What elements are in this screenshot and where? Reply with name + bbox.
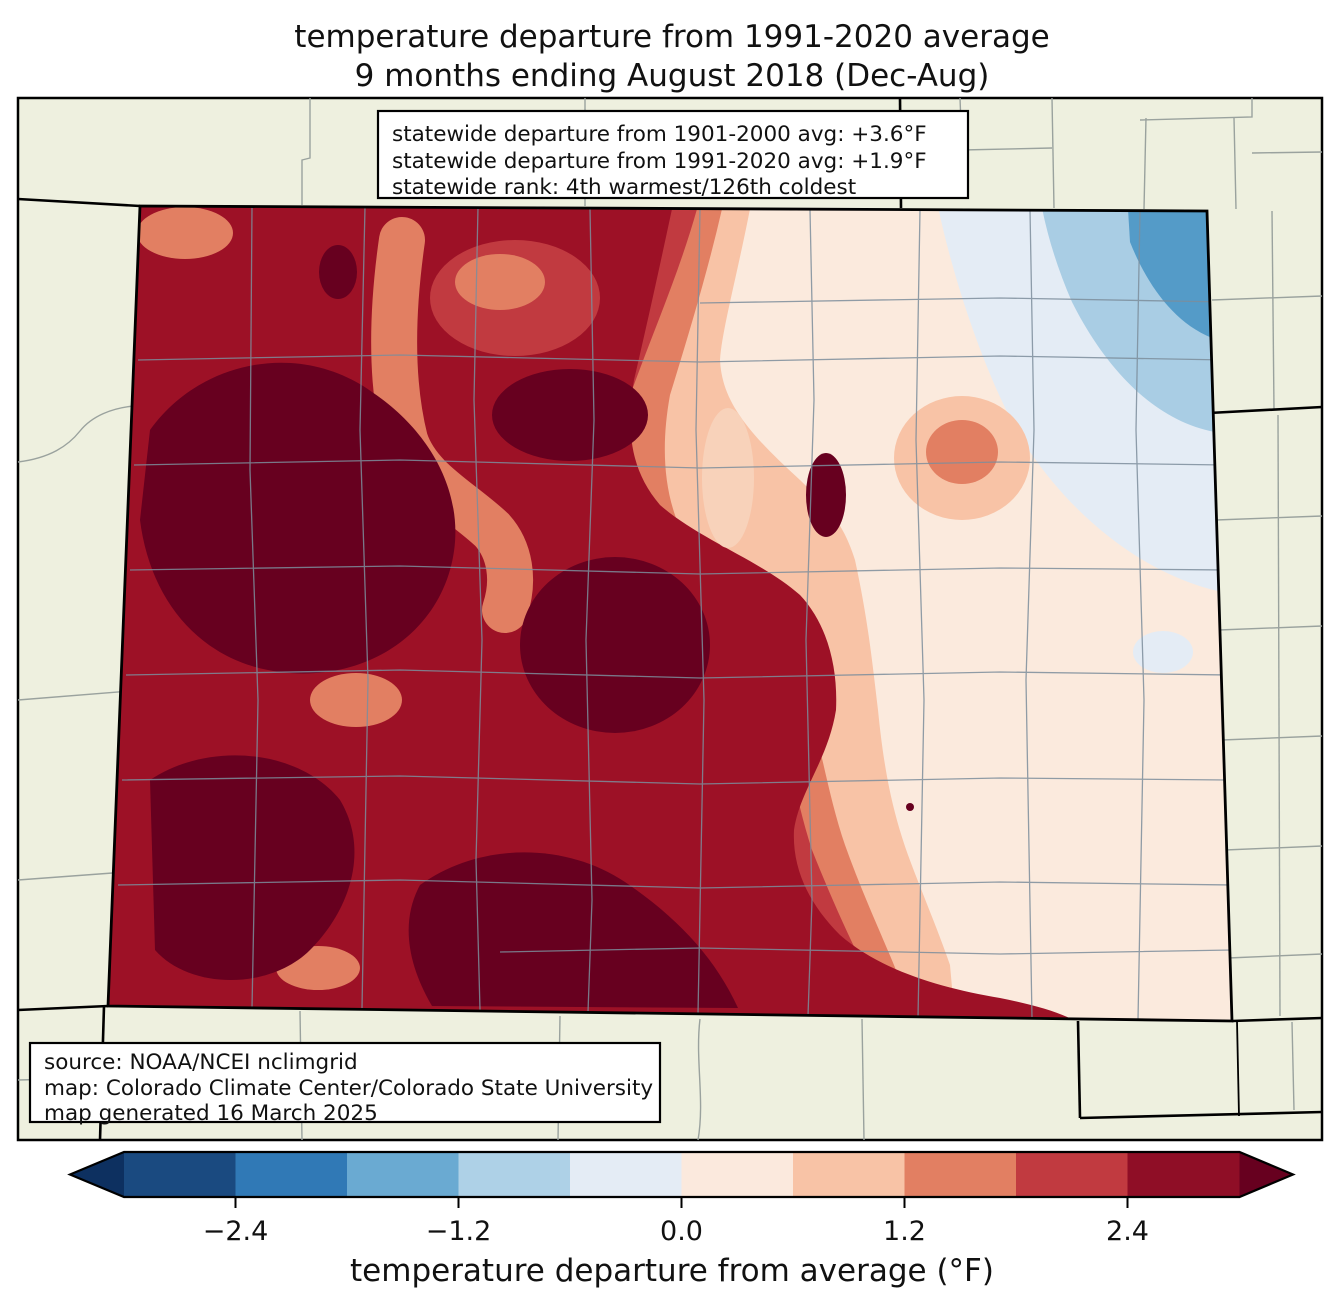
tick-label-0p0: 0.0 bbox=[660, 1216, 703, 1247]
source-line1: source: NOAA/NCEI nclimgrid bbox=[44, 1050, 358, 1075]
source-line2: map: Colorado Climate Center/Colorado St… bbox=[44, 1076, 653, 1101]
colorbar-extend-high-arrow bbox=[1239, 1152, 1293, 1197]
tick-label-1p2: 1.2 bbox=[883, 1216, 926, 1247]
colorado-county-lines bbox=[117, 206, 1232, 1021]
region-pale-blue-oval bbox=[1133, 631, 1193, 673]
region-pale-patch-front-range bbox=[702, 408, 754, 548]
colorbar-segments bbox=[124, 1152, 1240, 1197]
region-salmon-spot-west-central bbox=[310, 673, 402, 727]
figure-title-line2: 9 months ending August 2018 (Dec-Aug) bbox=[355, 58, 990, 94]
stats-line2: statewide departure from 1991-2020 avg: … bbox=[392, 149, 927, 174]
region-medium-blue-corner bbox=[1128, 209, 1212, 338]
tick-label-2p4: 2.4 bbox=[1106, 1216, 1149, 1247]
colorbar-outline bbox=[67, 1150, 1296, 1199]
tick-label-neg2p4: −2.4 bbox=[203, 1216, 269, 1247]
region-dark-red-dash bbox=[812, 697, 832, 703]
colorbar-extend-low-arrow bbox=[70, 1152, 124, 1197]
tick-label-neg1p2: −1.2 bbox=[426, 1216, 492, 1247]
colorado-anomaly-fills bbox=[108, 206, 1232, 1021]
colorbar: −2.4 −1.2 0.0 1.2 2.4 temperature depart… bbox=[67, 1150, 1296, 1289]
colorbar-axis-label: temperature departure from average (°F) bbox=[350, 1253, 994, 1289]
region-salmon-patch-north-center bbox=[455, 254, 545, 310]
region-salmon-patch-northwest-corner bbox=[137, 207, 233, 259]
figure-title-line1: temperature departure from 1991-2020 ave… bbox=[294, 19, 1049, 55]
neighbor-county-lines bbox=[17, 97, 1323, 1141]
region-maroon-blobs bbox=[140, 245, 914, 1008]
colorado-state-border bbox=[106, 204, 1234, 1023]
source-box: source: NOAA/NCEI nclimgrid map: Colorad… bbox=[28, 1041, 662, 1126]
region-salmon-bullseye bbox=[926, 420, 998, 484]
colorbar-tick-marks bbox=[234, 1197, 1129, 1208]
stats-line3: statewide rank: 4th warmest/126th coldes… bbox=[392, 175, 856, 200]
colorbar-tick-labels: −2.4 −1.2 0.0 1.2 2.4 bbox=[203, 1216, 1149, 1247]
stats-box: statewide departure from 1901-2000 avg: … bbox=[376, 109, 970, 200]
stats-line1: statewide departure from 1901-2000 avg: … bbox=[392, 122, 927, 147]
source-line3: map generated 16 March 2025 bbox=[44, 1101, 378, 1126]
